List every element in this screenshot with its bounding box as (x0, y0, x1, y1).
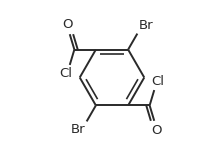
Text: Cl: Cl (152, 75, 165, 88)
Text: Br: Br (139, 19, 153, 32)
Text: O: O (151, 124, 162, 137)
Text: Br: Br (71, 123, 85, 136)
Text: O: O (62, 18, 73, 31)
Text: Cl: Cl (59, 67, 72, 80)
